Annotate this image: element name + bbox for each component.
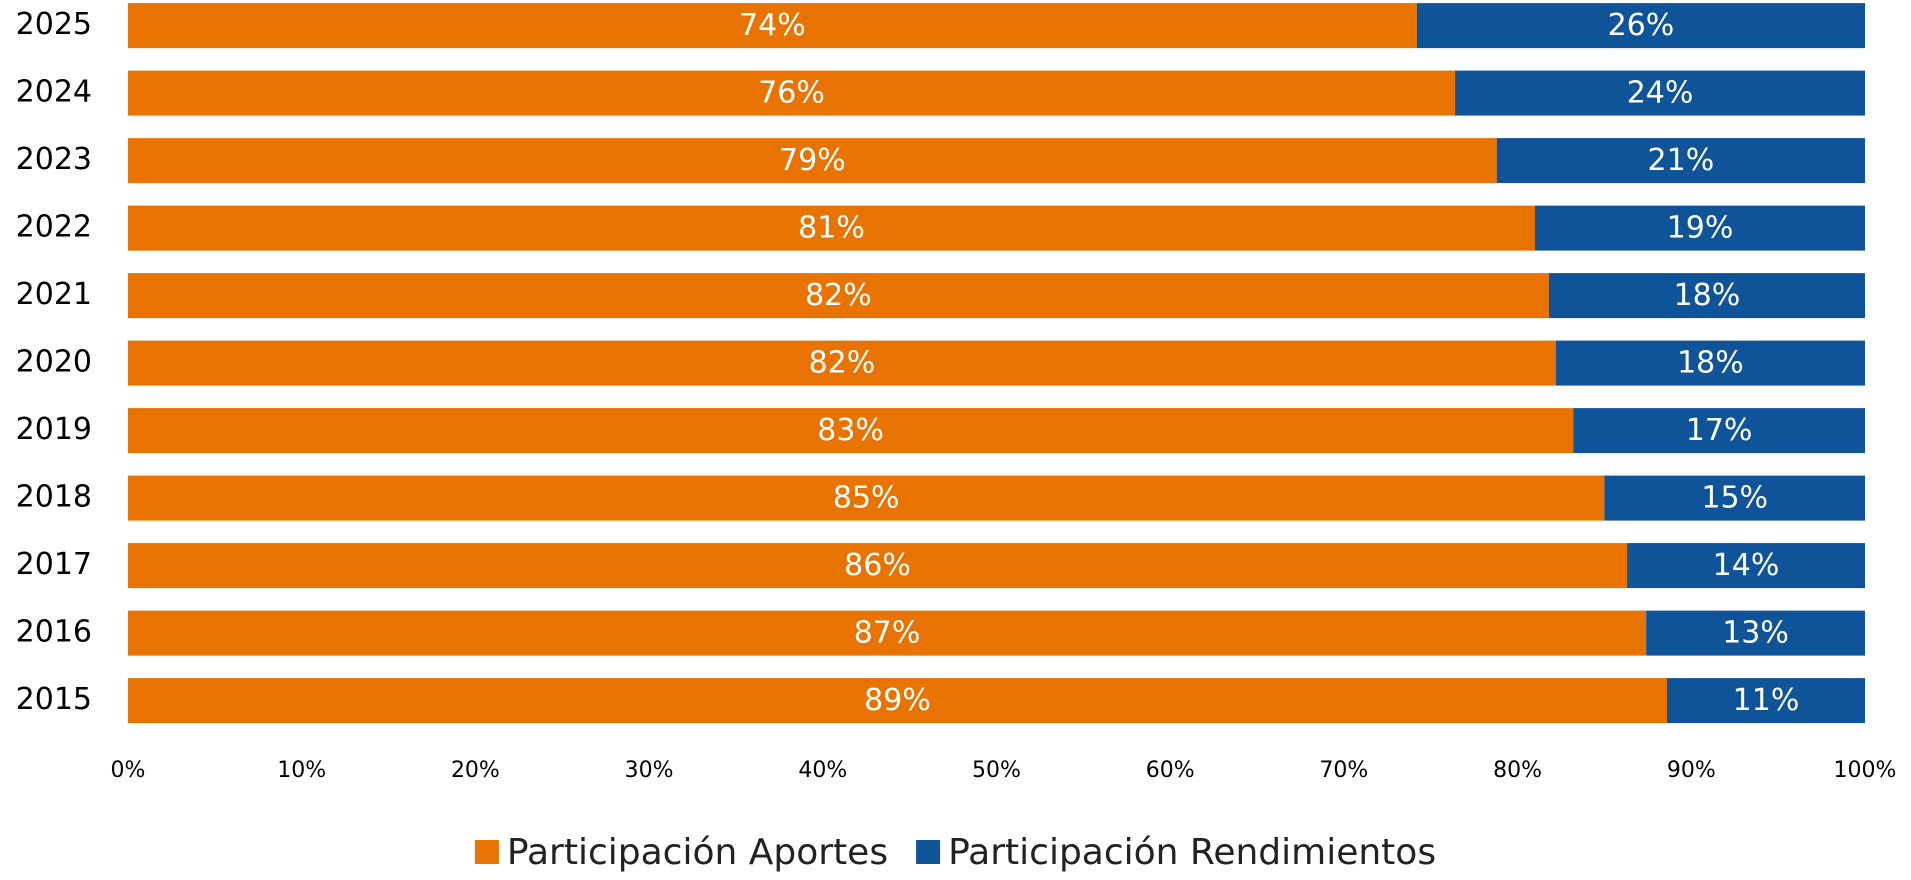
data-label: 83% [817,413,884,448]
y-tick-label: 2017 [16,547,92,582]
bar-segment [1573,408,1865,454]
x-tick-label: 90% [1667,758,1716,783]
bar-segment [1455,70,1865,116]
data-label: 85% [833,481,900,516]
data-label: 15% [1701,481,1768,516]
data-label: 82% [805,278,872,313]
bar-segment [1646,610,1865,656]
bar-segment [128,340,1556,386]
data-label: 24% [1627,76,1694,111]
bar-segment [128,678,1667,724]
x-tick-label: 50% [972,758,1021,783]
bar-segment [128,543,1628,589]
bar-segment [128,610,1647,656]
y-tick-label: 2025 [16,7,92,42]
bar-segment [1666,678,1865,724]
bar-segment [128,205,1535,251]
data-label: 18% [1674,278,1741,313]
data-label: 19% [1667,211,1734,246]
bar-segment [128,3,1417,49]
y-tick-label: 2024 [16,75,92,110]
data-label: 11% [1733,683,1800,718]
data-label: 14% [1713,548,1780,583]
data-label: 18% [1677,346,1744,381]
x-tick-label: 80% [1493,758,1542,783]
x-tick-label: 100% [1834,758,1897,783]
bar-segment [128,273,1549,319]
data-label: 17% [1686,413,1753,448]
x-tick-label: 10% [277,758,326,783]
bar-segment [128,408,1574,454]
data-label: 26% [1608,8,1675,43]
bar-segment [1555,340,1865,386]
bar-segment [128,138,1497,184]
bar-segment [128,70,1456,116]
x-tick-label: 0% [111,758,146,783]
data-label: 76% [758,76,825,111]
y-tick-label: 2016 [16,615,92,650]
bar-segment [1416,3,1865,49]
bar-segment [1534,205,1865,251]
x-tick-label: 70% [1319,758,1368,783]
data-label: 86% [844,548,911,583]
data-label: 13% [1722,616,1789,651]
data-label: 79% [779,143,846,178]
x-tick-label: 60% [1146,758,1195,783]
y-tick-label: 2019 [16,412,92,447]
y-tick-label: 2018 [16,480,92,515]
x-tick-label: 40% [798,758,847,783]
data-label: 81% [798,211,865,246]
bar-segment [128,475,1605,521]
data-label: 87% [854,616,921,651]
legend-label: Participación Aportes [507,832,888,873]
bar-segment [1496,138,1865,184]
x-tick-label: 20% [451,758,500,783]
bar-segment [1627,543,1865,589]
bar-segment [1604,475,1865,521]
y-tick-label: 2021 [16,277,92,312]
y-tick-label: 2022 [16,210,92,245]
y-tick-label: 2015 [16,682,92,717]
data-label: 82% [809,346,876,381]
y-tick-label: 2020 [16,345,92,380]
data-label: 89% [864,683,931,718]
legend-label: Participación Rendimientos [948,832,1436,873]
data-label: 21% [1648,143,1715,178]
x-tick-label: 30% [625,758,674,783]
data-label: 74% [739,8,806,43]
legend-swatch [474,840,499,864]
legend-swatch [916,840,941,864]
bar-segment [1548,273,1865,319]
y-tick-label: 2023 [16,142,92,177]
